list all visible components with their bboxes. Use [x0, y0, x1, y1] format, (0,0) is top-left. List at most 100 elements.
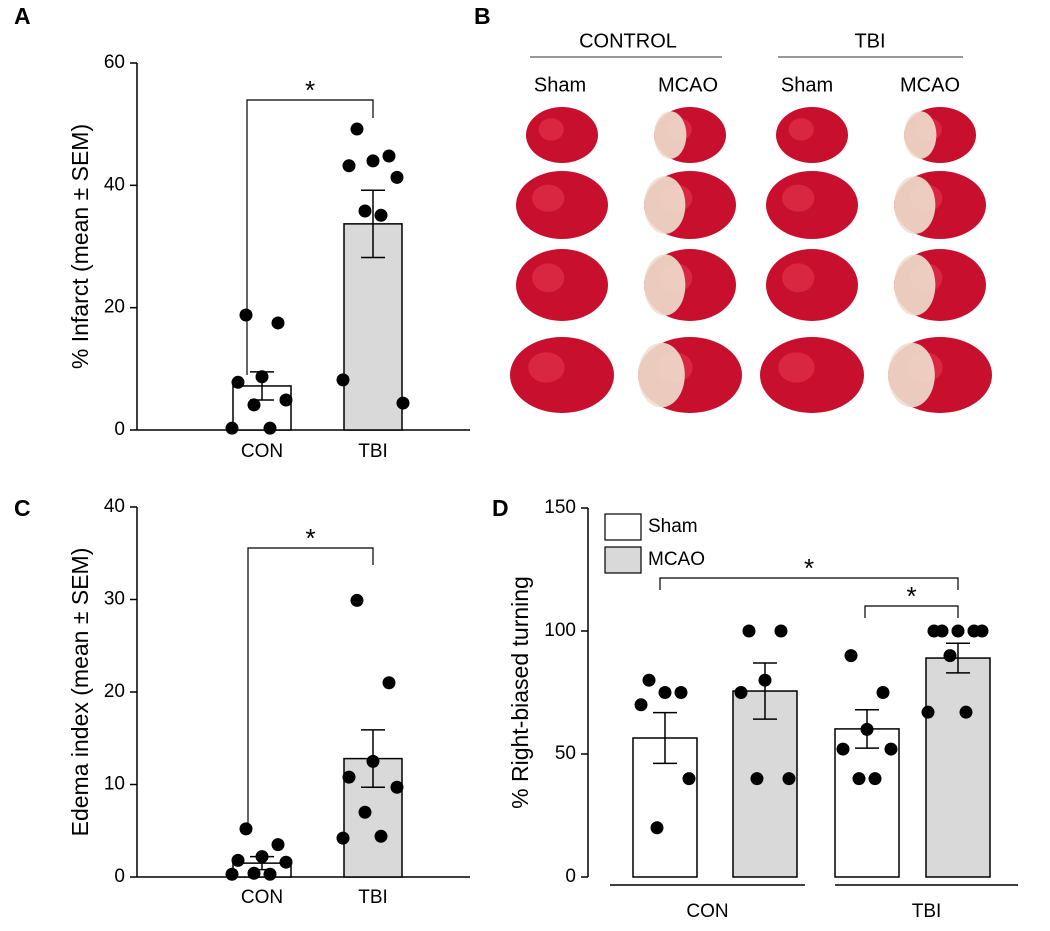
slice-highlight: [782, 263, 815, 293]
panel-label: A: [14, 3, 31, 29]
error-bar: [946, 642, 970, 674]
y-tick-label: 0: [114, 419, 125, 440]
data-point: [271, 316, 285, 330]
data-point: [231, 375, 245, 389]
significance-bracket: [246, 99, 374, 375]
data-point: [263, 867, 277, 881]
data-point: [374, 208, 388, 222]
significance-label: *: [305, 75, 315, 105]
y-tick-label: 0: [565, 866, 576, 887]
data-point: [921, 705, 935, 719]
slice-highlight: [528, 352, 565, 383]
data-point: [239, 822, 253, 836]
significance-label: *: [804, 553, 814, 583]
data-point: [382, 676, 396, 690]
data-point: [750, 772, 764, 786]
infarct: [638, 342, 685, 408]
y-tick-label: 60: [104, 52, 125, 73]
significance-bracket: [864, 605, 959, 618]
data-point: [658, 686, 672, 699]
group-label: CONTROL: [579, 30, 677, 52]
x-tick-label: CON: [241, 441, 283, 462]
bar: [925, 657, 991, 878]
data-point: [358, 204, 372, 218]
error-bar: [653, 711, 677, 765]
data-point: [239, 308, 253, 322]
panel-label: B: [474, 3, 491, 29]
data-point: [279, 393, 293, 407]
data-point: [225, 867, 239, 881]
group-label: TBI: [854, 30, 885, 52]
data-point: [358, 805, 372, 819]
legend-label: MCAO: [648, 549, 705, 570]
data-point: [860, 722, 874, 736]
error-bar: [753, 662, 777, 720]
y-axis-title: Edema index (mean ± SEM): [67, 548, 93, 837]
panel-label: C: [14, 495, 31, 521]
y-tick-label: 150: [544, 497, 576, 518]
data-point: [927, 624, 941, 638]
x-tick-label: TBI: [358, 441, 388, 462]
data-point: [682, 772, 696, 786]
legend-label: Sham: [648, 516, 698, 537]
slice-highlight: [532, 263, 565, 293]
data-point: [959, 705, 973, 719]
data-point: [231, 853, 245, 867]
column-label: MCAO: [658, 74, 718, 96]
data-point: [650, 821, 664, 835]
y-tick-label: 100: [544, 620, 576, 641]
data-point: [852, 772, 866, 786]
data-point: [336, 831, 350, 845]
data-point: [342, 159, 356, 173]
legend-swatch: [604, 513, 642, 541]
data-point: [742, 624, 756, 638]
brain-slices: [510, 107, 992, 413]
y-tick-label: 40: [104, 496, 125, 517]
data-point: [350, 593, 364, 607]
infarct: [644, 176, 686, 234]
data-point: [674, 686, 688, 699]
x-tick-label: CON: [241, 887, 283, 908]
data-point: [374, 829, 388, 843]
data-point: [634, 698, 648, 712]
data-point: [279, 855, 293, 869]
data-point: [390, 170, 404, 184]
data-point: [876, 686, 890, 699]
panel-b: B CONTROL TBI Sham MCAO Sham MCAO: [474, 3, 992, 413]
x-tick-label: TBI: [912, 901, 942, 922]
data-point: [255, 370, 269, 384]
infarct: [654, 111, 687, 159]
significance-label: *: [906, 581, 916, 611]
data-point: [782, 772, 796, 786]
y-axis-title: % Right-biased turning: [507, 576, 533, 809]
y-tick-label: 30: [104, 589, 125, 610]
slice-highlight: [778, 352, 815, 383]
y-tick-label: 20: [104, 297, 125, 318]
significance-bracket: [247, 547, 374, 835]
significance-bracket: [659, 577, 959, 590]
infarct: [894, 254, 936, 316]
data-point: [342, 770, 356, 784]
data-point: [350, 122, 364, 136]
data-point: [247, 398, 261, 412]
slice-highlight: [532, 184, 565, 212]
data-point: [868, 772, 882, 786]
y-tick-label: 40: [104, 174, 125, 195]
data-point: [225, 421, 239, 435]
infarct: [644, 254, 686, 316]
infarct: [894, 176, 936, 234]
x-tick-label: TBI: [358, 887, 388, 908]
slice-highlight: [538, 118, 564, 141]
data-point: [390, 780, 404, 794]
data-point: [758, 673, 772, 687]
column-label: Sham: [534, 74, 586, 96]
data-point: [844, 649, 858, 663]
data-point: [396, 396, 410, 410]
data-point: [836, 742, 850, 756]
slice-highlight: [788, 118, 814, 141]
legend-swatch: [604, 546, 642, 574]
y-tick-label: 0: [114, 866, 125, 887]
infarct: [888, 342, 935, 408]
data-point: [774, 624, 788, 638]
